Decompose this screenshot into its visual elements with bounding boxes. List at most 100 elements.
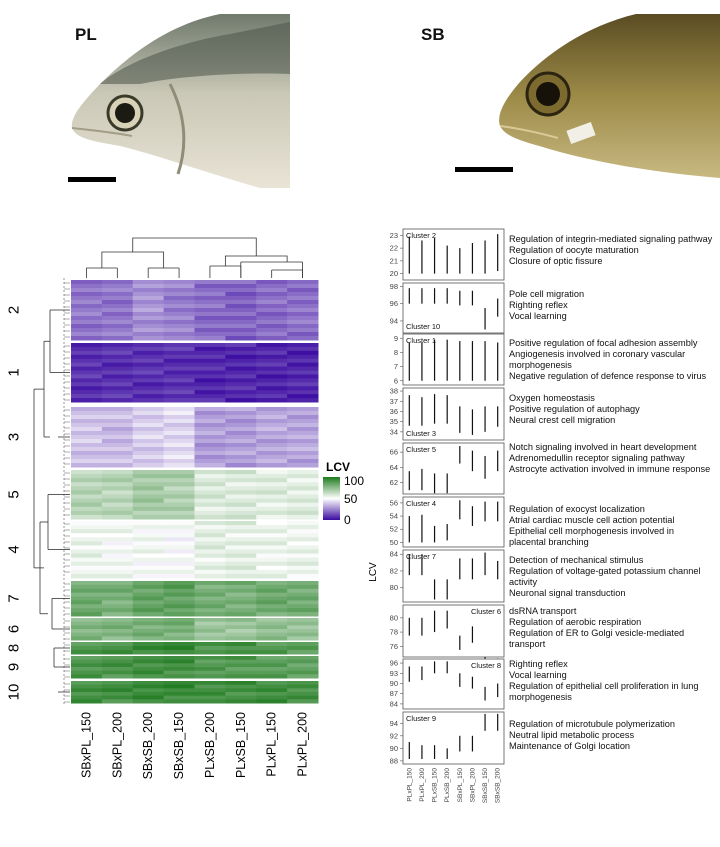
heatmap-cell — [163, 612, 195, 617]
heatmap-cell — [71, 415, 103, 420]
heatmap-cell — [194, 521, 226, 526]
heatmap-cell — [194, 343, 226, 348]
heatmap-cell — [194, 561, 226, 567]
heatmap-cell — [132, 629, 165, 634]
heatmap-cell — [194, 584, 226, 590]
heatmap-cell — [287, 378, 319, 383]
row-dendrogram — [33, 278, 70, 705]
pl-fish-drawing — [71, 14, 290, 188]
heatmap-cell — [287, 284, 319, 289]
go-term: Neutral lipid metabolic process — [509, 730, 635, 740]
heatmap-cell — [256, 569, 288, 575]
heatmap-cell — [256, 553, 288, 559]
heatmap-cell — [256, 407, 288, 412]
heatmap-cell — [225, 431, 257, 436]
heatmap-cell — [71, 431, 103, 436]
heatmap-cell — [132, 411, 165, 416]
heatmap-cell — [132, 394, 165, 399]
heatmap-cell — [225, 699, 257, 704]
heatmap-cell — [163, 320, 195, 325]
heatmap-cell — [101, 621, 134, 626]
heatmap-cell — [163, 650, 195, 655]
heatmap-cell — [71, 439, 103, 444]
panel-cluster-label: Cluster 3 — [406, 429, 436, 438]
heatmap-cell — [101, 646, 134, 651]
heatmap-cell — [194, 370, 226, 375]
heatmap-cell — [256, 545, 288, 550]
panel-ytick-label: 88 — [390, 756, 398, 765]
legend-title: LCV — [326, 460, 350, 474]
heatmap-cell — [71, 332, 103, 337]
heatmap-cell — [71, 545, 103, 550]
heatmap-cell — [225, 447, 257, 452]
heatmap-cell — [132, 659, 165, 664]
heatmap-cell — [163, 366, 195, 372]
heatmap-cell — [256, 300, 288, 305]
heatmap-cell — [163, 343, 195, 348]
heatmap-cell — [71, 588, 103, 594]
heatmap-cell — [71, 514, 103, 520]
heatmap-cell — [256, 625, 288, 630]
heatmap-cell — [163, 588, 195, 594]
heatmap-cell — [163, 636, 195, 641]
heatmap-column-label: SBxPL_200 — [110, 712, 124, 778]
heatmap-cell — [71, 358, 103, 364]
heatmap-cell — [225, 423, 257, 428]
heatmap-cell — [256, 280, 288, 285]
heatmap-cell — [287, 407, 319, 412]
heatmap-cell — [287, 699, 319, 704]
dendrogram-branch — [132, 237, 257, 256]
panel-xtick-label: PLxSB_150 — [432, 768, 439, 803]
heatmap-cell — [71, 451, 103, 456]
heatmap-cell — [256, 346, 288, 352]
heatmap-cell — [163, 596, 195, 601]
heatmap-cell — [225, 494, 257, 500]
heatmap-cell — [71, 343, 103, 348]
heatmap-cell — [194, 354, 226, 360]
heatmap-cluster-label: 3 — [6, 433, 23, 441]
heatmap-cell — [287, 308, 319, 313]
heatmap-cell — [225, 354, 257, 360]
heatmap-cell — [163, 525, 195, 530]
panel-ytick-label: 92 — [390, 731, 398, 740]
heatmap-cell — [225, 557, 257, 563]
heatmap-cell — [256, 463, 288, 468]
heatmap-cell — [287, 663, 319, 668]
legend-colorbar — [323, 477, 340, 520]
heatmap-cell — [71, 573, 103, 579]
heatmap-cell — [287, 688, 319, 693]
heatmap-cell — [194, 350, 226, 356]
heatmap-cell — [163, 316, 195, 321]
heatmap-cell — [71, 529, 103, 534]
go-terms-3: Positive regulation of focal adhesion as… — [509, 338, 713, 382]
panel-cluster-label: Cluster 9 — [406, 714, 436, 723]
heatmap-cell — [163, 296, 195, 301]
heatmap-cell — [287, 482, 319, 487]
heatmap-cell — [71, 629, 103, 634]
heatmap-cell — [71, 419, 103, 424]
panel-ytick-label: 96 — [390, 299, 398, 308]
heatmap-cell — [194, 362, 226, 368]
heatmap-cell — [287, 358, 319, 364]
heatmap-cell — [101, 423, 134, 428]
heatmap-cell — [101, 411, 134, 416]
heatmap-cell — [287, 612, 319, 617]
heatmap-cell — [101, 304, 134, 309]
heatmap-cell — [194, 394, 226, 399]
heatmap-cell — [225, 316, 257, 321]
panel-ytick-label: 35 — [390, 417, 398, 426]
panel-ytick-label: 66 — [390, 448, 398, 457]
heatmap-cell — [225, 502, 257, 508]
heatmap-cell — [163, 455, 195, 460]
heatmap-cell — [71, 398, 103, 403]
heatmap-cell — [225, 608, 257, 613]
heatmap-cell — [256, 642, 288, 647]
heatmap-cell — [256, 398, 288, 403]
heatmap-cell — [287, 498, 319, 504]
heatmap-cell — [163, 304, 195, 309]
heatmap-cell — [194, 699, 226, 704]
panel-frame — [402, 333, 505, 386]
heatmap-cell — [287, 382, 319, 387]
heatmap-cell — [287, 486, 319, 491]
